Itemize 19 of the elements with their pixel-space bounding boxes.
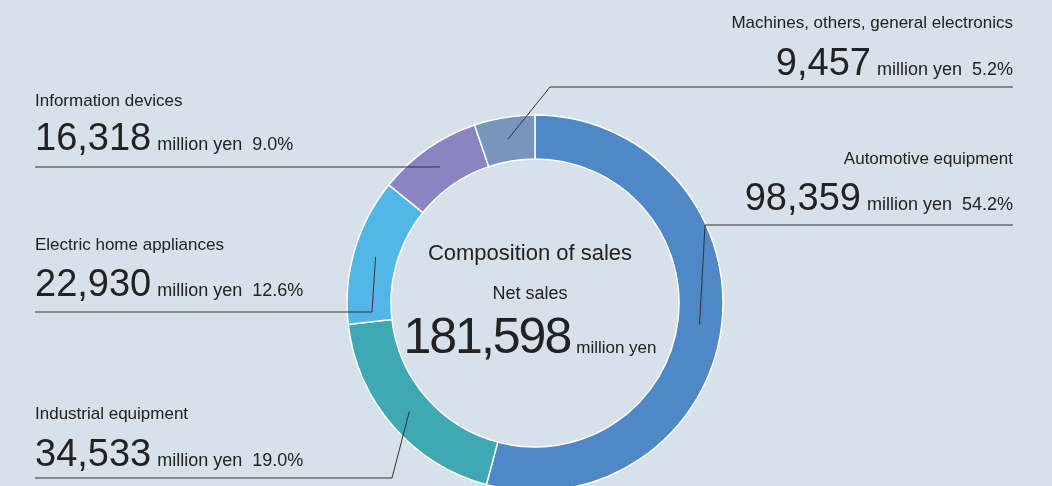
- slice-label: Information devices: [35, 91, 183, 110]
- text: million yen 19.0%: [157, 450, 304, 470]
- data-label: 16,318: [35, 116, 152, 158]
- text: Net sales: [492, 283, 568, 303]
- data-label: 9,457: [775, 41, 871, 83]
- text: million yen 9.0%: [157, 134, 294, 154]
- text: million yen 5.2%: [876, 59, 1013, 79]
- text: million yen: [576, 338, 657, 357]
- data-label: 98,359: [744, 176, 861, 218]
- text: 181,598: [403, 308, 571, 364]
- slice-label: Electric home appliances: [35, 235, 224, 254]
- data-label: 22,930: [35, 262, 152, 304]
- text: million yen 12.6%: [157, 280, 304, 300]
- text: Composition of sales: [427, 240, 633, 265]
- text: million yen 54.2%: [866, 194, 1013, 214]
- slice-label: Automotive equipment: [843, 149, 1014, 168]
- slice-label: Industrial equipment: [35, 404, 189, 423]
- slice-label: Machines, others, general electronics: [731, 13, 1013, 32]
- data-label: 34,533: [35, 432, 152, 474]
